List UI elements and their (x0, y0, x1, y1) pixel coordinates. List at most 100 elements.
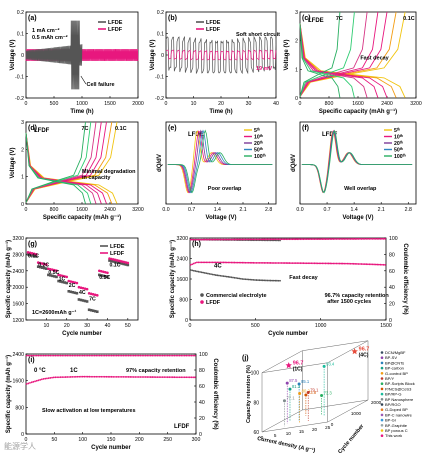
panel-h-ce-point-1 (355, 238, 358, 240)
panel-g-point-lfdf (30, 252, 34, 255)
panel-g-point-lfdf (87, 292, 91, 295)
panel-g-frame (25, 237, 139, 321)
panel-j-xtick-label: 10 (286, 431, 292, 436)
panel-h-ce-point-1 (266, 238, 269, 241)
panel-j-ytick-label: 100 (251, 371, 260, 377)
panel-h-capacity-point-1 (254, 261, 256, 264)
panel-f-legend-label: 10ᵗʰ (394, 135, 403, 141)
panel-i-ce-point (136, 354, 138, 357)
panel-h-capacity-point-1 (263, 262, 266, 264)
panel-g-point-lfdf (106, 271, 109, 275)
panel-g-point-lfde (40, 266, 44, 269)
panel-h-y2tick-label: 80 (389, 252, 395, 258)
panel-i-ce-point (185, 354, 188, 357)
panel-i-capacity-point (173, 376, 176, 379)
panel-d-title: LFDF (34, 128, 50, 134)
panel-i-ce-point (151, 354, 154, 357)
panel-i-ce-point (66, 354, 69, 357)
panel-d-rate-label-high: 7C (82, 126, 89, 132)
panel-j-legend-label: BP Nanosphere (385, 397, 414, 402)
panel-i-y2tick-label: 20 (199, 416, 205, 422)
panel-g-point-lfdf (120, 260, 124, 263)
panel-b-xtick-label: 30 (246, 101, 252, 107)
panel-i-xtick-label: 200 (135, 437, 144, 443)
panel-d-rate-label-low: 0.1C (115, 126, 127, 132)
panel-h-xtick-label: 1000 (315, 323, 327, 329)
panel-i-ce-point (144, 354, 147, 357)
panel-i-ce-point (161, 354, 164, 357)
panel-h-annotation-decay: Fast decay (289, 275, 318, 281)
panel-h-capacity-point-1 (330, 262, 333, 265)
panel-h-ce-point-1 (213, 238, 216, 241)
panel-i-ce-point (114, 354, 116, 357)
panel-j-legend-marker (380, 392, 384, 396)
panel-h-ce-point-1 (224, 238, 227, 241)
panel-j-legend-marker (380, 413, 384, 417)
panel-i-y2tick-label: 0 (199, 432, 202, 438)
panel-h-capacity-point-1 (205, 261, 208, 264)
panel-g-point-lfde (49, 274, 52, 277)
panel-i-ce-point (39, 354, 42, 357)
panel-h-ce-point-1 (352, 238, 355, 240)
panel-e-ylabel: dQ/dV (157, 154, 163, 172)
panel-c-frame (299, 11, 417, 99)
panel-j-point-label: 87.5 (289, 378, 298, 383)
panel-h-ce-point-1 (250, 238, 253, 241)
panel-h-ce-point-1 (338, 238, 341, 240)
panel-g-point-lfdf (71, 280, 75, 284)
panel-j-legend-label: BP/RGO (385, 402, 401, 407)
panel-h-capacity-point-1 (249, 261, 252, 264)
panel-h-capacity-point-1 (213, 261, 216, 264)
panel-j-ztick-label: 2000 (371, 400, 382, 405)
panel-i-y2tick-label: 80 (199, 368, 205, 374)
panel-i-annotation-retention: 97% capacity retention (126, 368, 186, 374)
panel-h-capacity-point-1 (332, 262, 335, 265)
panel-h-capacity-point-1 (290, 262, 292, 264)
panel-h-capacity-point-1 (228, 261, 231, 264)
panel-g-point-lfde (106, 275, 109, 279)
panel-h-capacity-point-1 (285, 262, 288, 264)
panel-a-ytick-label: 0.1 (17, 32, 24, 38)
panel-g-point-lfde (61, 280, 64, 284)
panel-f-legend-label: 5ᵗʰ (394, 128, 400, 134)
panel-h-ce-point-1 (304, 238, 307, 241)
panel-i-ce-point (141, 354, 144, 357)
panel-h-capacity-point-0 (275, 279, 278, 282)
panel-h-capacity-point-0 (260, 279, 263, 282)
panel-h-capacity-point-0 (196, 270, 198, 273)
panel-d-ytick-label: 3 (21, 120, 24, 126)
panel-g-point-lfdf (89, 292, 93, 296)
panel-c-title: LFDE (308, 18, 324, 24)
panel-h-ce-point-1 (230, 238, 233, 241)
panel-h-ce-point-1 (381, 237, 383, 240)
panel-i-capacity-point (66, 376, 69, 378)
panel-h-ce-point-1 (288, 238, 291, 241)
panel-i-capacity-point (44, 377, 47, 380)
panel-i-ce-point (100, 354, 103, 357)
panel-f-xtick-label: 1.4 (351, 207, 358, 213)
panel-i-ce-point (134, 354, 137, 357)
panel-h-capacity-point-1 (363, 263, 366, 266)
panel-i-capacity-point (165, 376, 167, 379)
panel-j-legend-label: DCN/MgBF (385, 350, 406, 355)
panel-h-capacity-point-1 (338, 262, 341, 265)
panel-h-ce-point-1 (379, 237, 382, 240)
panel-h-ce-point-1 (334, 238, 336, 240)
panel-f-xtick-label: 2.8 (405, 207, 412, 213)
panel-g-ytick-label: 2400 (12, 269, 24, 275)
panel-g-xtick-label: 20 (64, 323, 70, 329)
panel-h-y2tick-label: 20 (389, 302, 395, 308)
panel-h-capacity-point-1 (208, 261, 211, 264)
panel-i-capacity-point (148, 376, 150, 378)
panel-i-capacity-point (64, 376, 67, 378)
panel-g-point-lfdf (28, 251, 32, 255)
panel-h-ce-point-1 (293, 238, 296, 241)
panel-h-ce-point-1 (357, 238, 360, 240)
panel-i-annotation-activation: Slow activation at low temperatures (42, 408, 136, 414)
panel-g-xtick-label: 50 (125, 323, 131, 329)
panel-h-ce-point-1 (291, 238, 294, 241)
panel-c-annotation: Fast decay (360, 55, 389, 61)
panel-g-point-lfde (32, 254, 36, 258)
panel-c-series-charge (299, 11, 368, 97)
